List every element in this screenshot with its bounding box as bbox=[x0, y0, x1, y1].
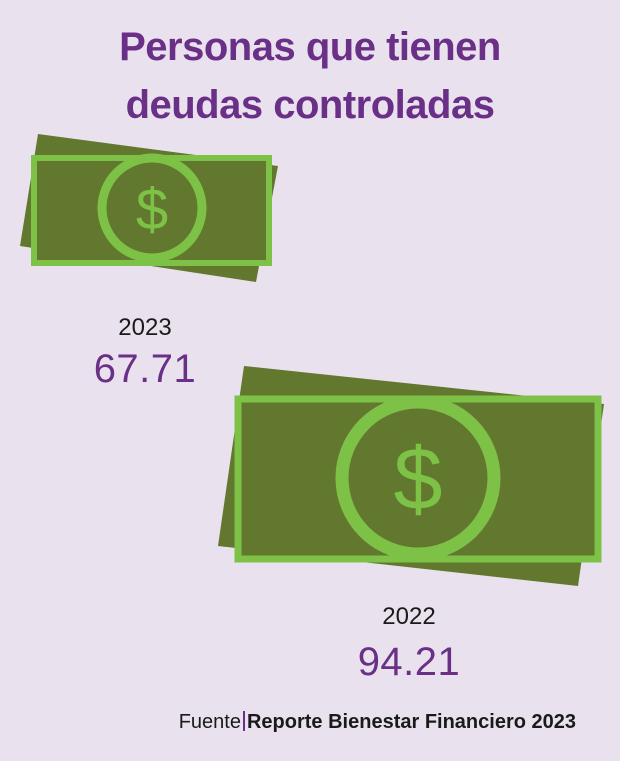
year-label-2023: 2023 bbox=[118, 314, 172, 341]
source-note: Fuente Reporte Bienestar Financiero 2023 bbox=[179, 711, 576, 734]
value-label-2022: 94.21 bbox=[357, 640, 461, 684]
source-reference: Reporte Bienestar Financiero 2023 bbox=[246, 711, 576, 733]
value-label-2023: 67.71 bbox=[93, 347, 197, 391]
bill-2023: $ bbox=[20, 134, 278, 282]
bill-2022: $ bbox=[218, 366, 604, 586]
bill-2022-coin-icon bbox=[335, 395, 501, 561]
source-prefix: Fuente bbox=[178, 711, 241, 733]
title-line-2: deudas controladas bbox=[125, 83, 495, 127]
year-label-2022: 2022 bbox=[382, 603, 436, 630]
bill-2023-dollar-icon: $ bbox=[136, 177, 168, 242]
chart-title: Personas que tienen deudas controladas bbox=[0, 18, 620, 134]
source-divider bbox=[242, 711, 245, 731]
bill-2023-coin-icon bbox=[97, 153, 207, 263]
title-line-1: Personas que tienen bbox=[119, 25, 501, 69]
bill-2022-dollar-icon: $ bbox=[394, 429, 443, 528]
